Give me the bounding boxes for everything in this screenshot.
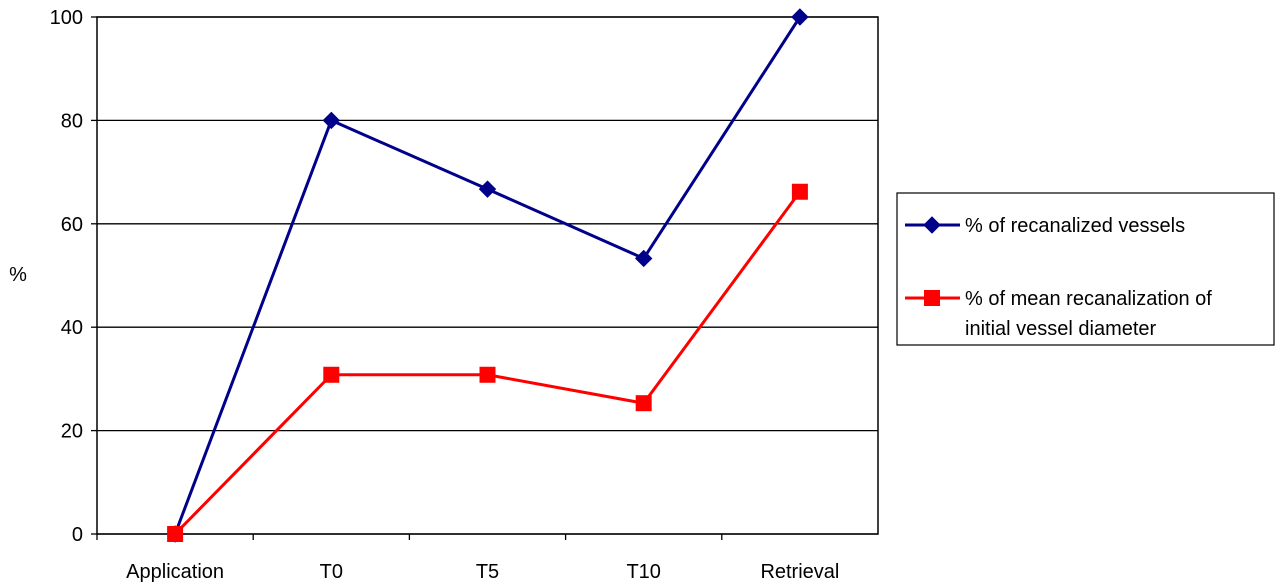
series-1: [166, 8, 809, 543]
legend-label: % of recanalized vessels: [965, 215, 1185, 237]
legend-entry: % of mean recanalization of initial vesse…: [905, 288, 1212, 340]
legend-box: [896, 192, 1275, 346]
y-tick-label: 20: [61, 421, 83, 443]
gridlines: [97, 16, 878, 535]
y-tick-label: 40: [61, 317, 83, 339]
legend-label: initial vessel diameter: [965, 318, 1157, 340]
x-tick-label: T5: [476, 561, 499, 583]
series-lines: [166, 8, 809, 543]
x-tick-label: T10: [626, 561, 660, 583]
square-marker: [479, 366, 496, 383]
y-tick-label: 60: [61, 214, 83, 236]
legend-marker: [923, 216, 941, 234]
legend-entry: % of recanalized vessels: [905, 215, 1185, 237]
legend-label: % of mean recanalization of: [965, 288, 1212, 310]
y-tick-label: 80: [61, 110, 83, 132]
square-marker: [167, 526, 184, 542]
y-tick-label: 100: [50, 7, 83, 29]
series-line: [174, 190, 802, 536]
x-tick-label: T0: [320, 561, 343, 583]
plot-area-frame: [96, 16, 879, 535]
x-tick-label: Application: [126, 561, 224, 583]
y-axis-title: %: [9, 264, 27, 286]
diamond-marker: [478, 180, 497, 198]
square-marker: [791, 183, 808, 200]
square-marker: [323, 366, 340, 383]
legend: % of recanalized vessels % of mean recana…: [896, 192, 1275, 346]
x-tick-label: Retrieval: [760, 561, 839, 583]
legend-marker: [924, 290, 940, 306]
diamond-marker: [322, 111, 341, 130]
series-2: [167, 183, 808, 542]
y-axis-ticks: 0 20 40 60 80 100: [50, 7, 97, 546]
x-axis-ticks: Application T0 T5 T10 Retrieval: [96, 534, 839, 583]
diamond-marker: [634, 249, 653, 268]
diamond-marker: [791, 8, 809, 26]
y-tick-label: 0: [72, 524, 83, 546]
series-line: [173, 16, 802, 535]
square-marker: [635, 395, 652, 412]
